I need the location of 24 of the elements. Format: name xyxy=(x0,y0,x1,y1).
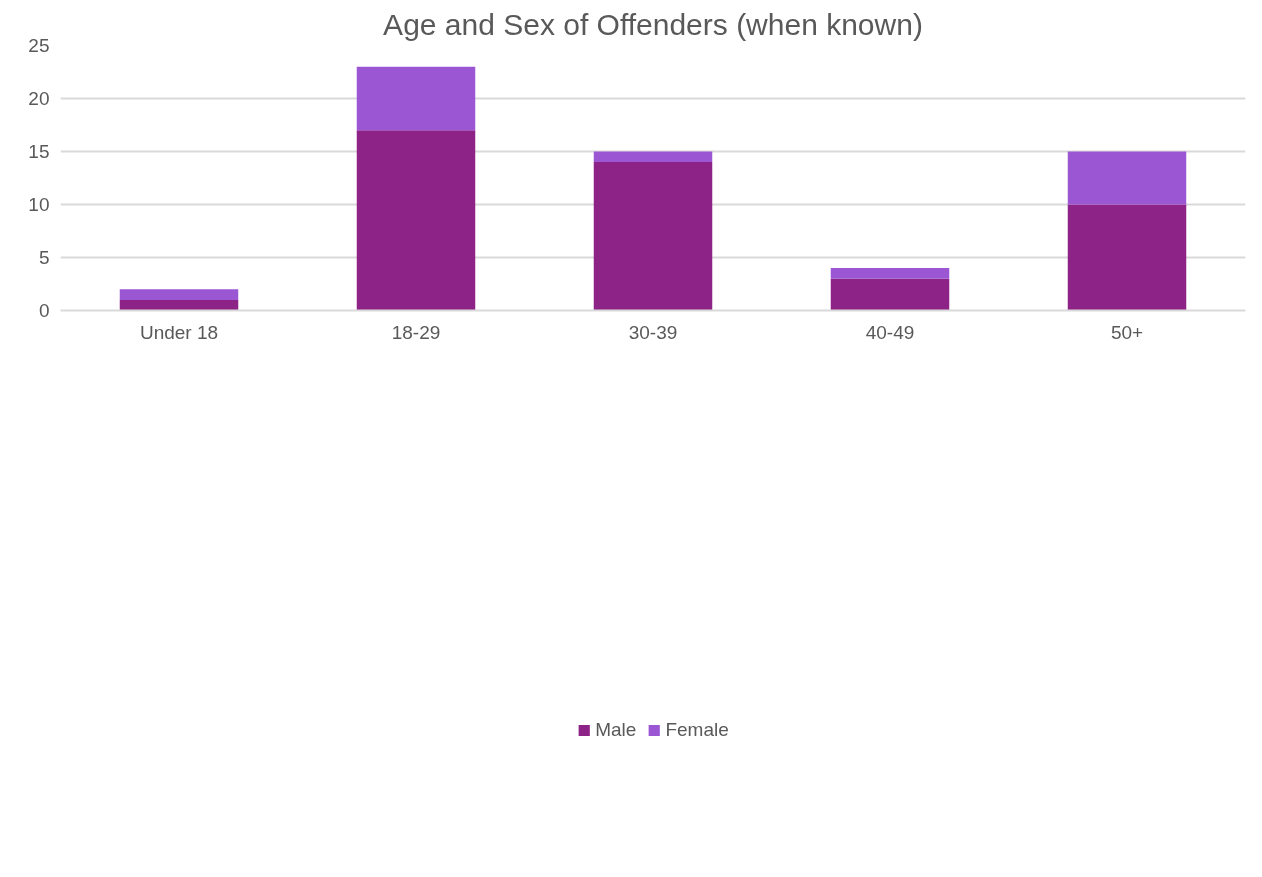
bar xyxy=(830,278,950,311)
bar xyxy=(356,130,476,311)
y-tick-label: 25 xyxy=(28,35,50,56)
bar xyxy=(593,162,713,311)
bar xyxy=(119,289,239,300)
bar xyxy=(1067,204,1187,311)
x-tick-label: Under 18 xyxy=(139,321,219,343)
y-tick-label: 10 xyxy=(28,194,50,215)
x-tick-label: 40-49 xyxy=(865,321,915,343)
bar xyxy=(593,151,713,163)
x-tick-label: 30-39 xyxy=(628,321,678,343)
y-tick-label: 15 xyxy=(28,141,50,162)
y-tick-label: 20 xyxy=(28,88,50,109)
legend-label: Female xyxy=(665,718,729,741)
bar xyxy=(119,299,239,311)
bar xyxy=(1067,151,1187,205)
x-tick-label: 50+ xyxy=(1110,321,1144,343)
y-tick-label: 0 xyxy=(38,300,50,321)
y-tick-label: 5 xyxy=(38,247,50,268)
x-tick-label: 18-29 xyxy=(391,321,441,343)
chart-title: Age and Sex of Offenders (when known) xyxy=(383,7,923,41)
bar xyxy=(356,66,476,131)
legend-label: Male xyxy=(595,718,637,741)
bar xyxy=(830,268,950,279)
